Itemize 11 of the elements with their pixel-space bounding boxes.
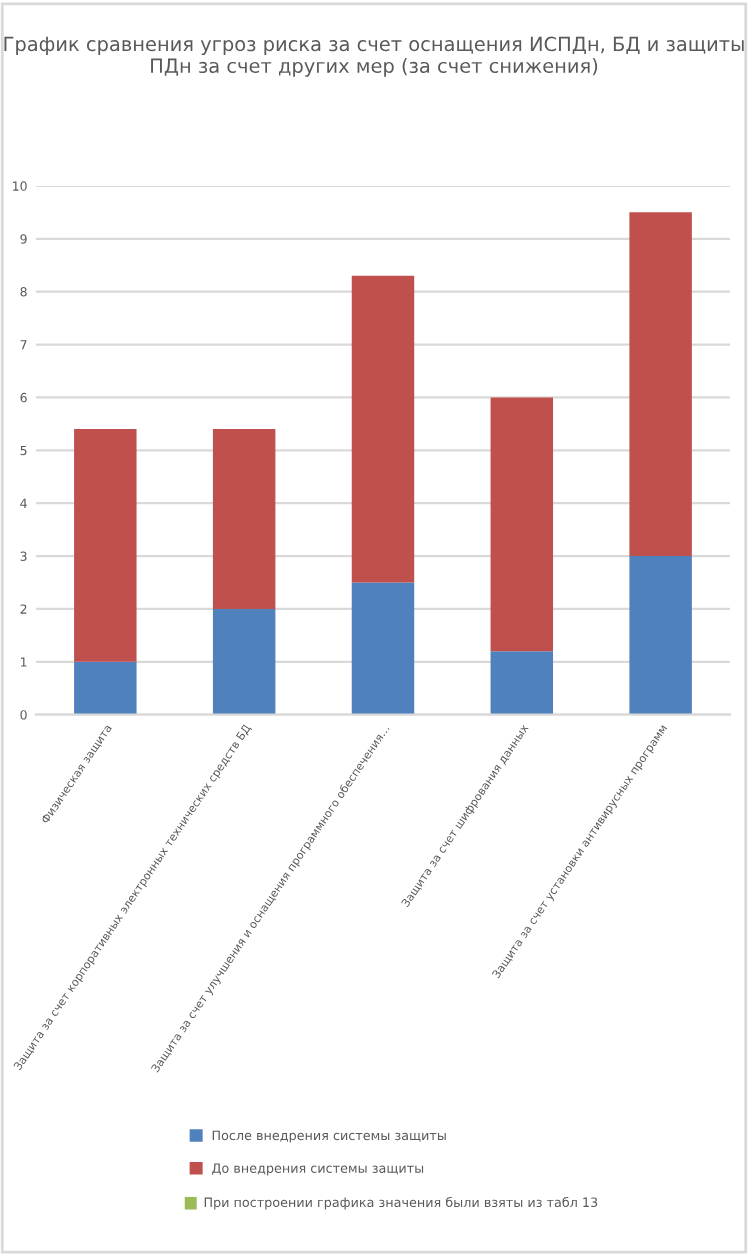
bar bbox=[351, 582, 415, 715]
bar bbox=[490, 651, 554, 715]
bar bbox=[629, 212, 692, 557]
bar bbox=[212, 608, 276, 715]
bar bbox=[490, 397, 554, 652]
bar bbox=[74, 661, 137, 715]
bar bbox=[629, 556, 692, 715]
bar bbox=[351, 275, 415, 583]
bar bbox=[212, 429, 276, 609]
chart-title: График сравнения угроз риска за счет оснащения ИСПДн, БД и защиты ПДн за счет других мер (за счет снижения) bbox=[4, 36, 744, 77]
bar bbox=[74, 429, 137, 662]
